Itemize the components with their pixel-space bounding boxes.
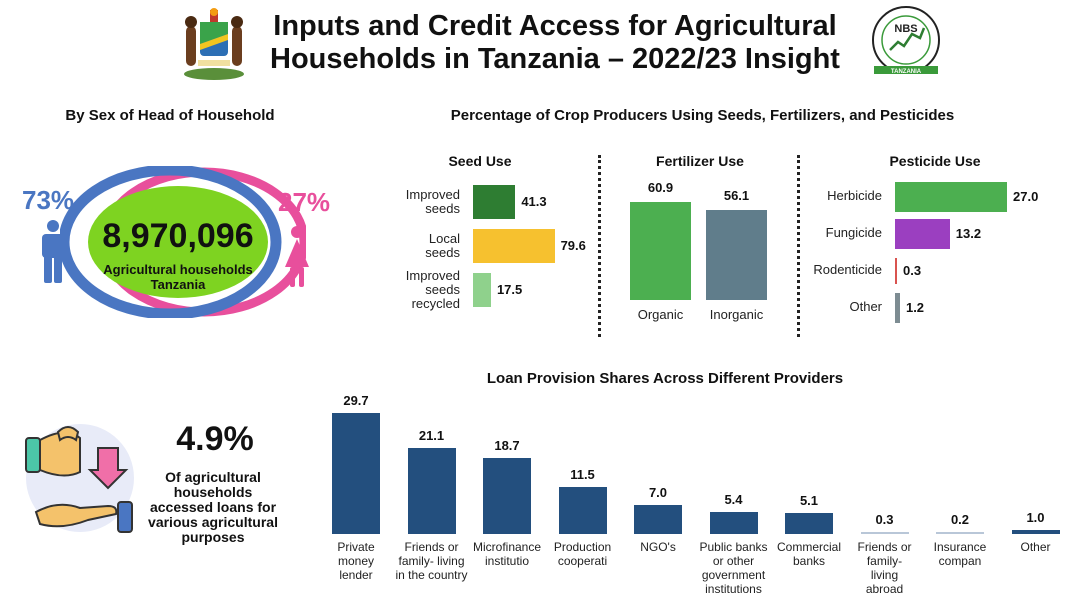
pesticide-value-label: 13.2 xyxy=(955,226,982,241)
fertilizer-use-title: Fertilizer Use xyxy=(656,153,744,169)
fertilizer-value-label: 60.9 xyxy=(647,180,674,196)
page-title: Inputs and Credit Access for Agricultura… xyxy=(240,10,870,76)
loan-value-label: 5.4 xyxy=(724,492,743,507)
male-icon xyxy=(42,220,64,283)
seed-category-label: Improved seeds recycled xyxy=(405,268,460,311)
fertilizer-value-label: 56.1 xyxy=(723,187,750,203)
loan-bar xyxy=(634,505,682,534)
seed-value-label: 79.6 xyxy=(560,238,586,253)
seed-category-label: Local seeds xyxy=(425,231,460,260)
loan-bar xyxy=(332,413,380,534)
seed-value-label: 17.5 xyxy=(496,282,523,297)
fertilizer-category-label: Organic xyxy=(637,307,684,322)
loan-category-label: Friends or family-living abroad xyxy=(857,540,912,596)
loan-value-label: 1.0 xyxy=(1026,509,1045,525)
pesticide-value-label: 1.2 xyxy=(905,300,925,315)
loan-category-label: Other xyxy=(1020,540,1051,554)
households-center xyxy=(88,186,268,298)
loan-bar xyxy=(709,512,758,534)
loan-bar xyxy=(407,448,456,534)
loan-access-text: Of agricultural households accessed loan… xyxy=(138,470,288,545)
loan-value-label: 7.0 xyxy=(648,485,668,501)
loan-category-label: Private money lender xyxy=(337,540,375,582)
fertilizer-category-label: Inorganic xyxy=(709,307,764,322)
loan-text-line-4: various agricultural xyxy=(148,514,278,530)
loan-value-label: 29.7 xyxy=(343,393,369,408)
pesticide-bar xyxy=(895,293,900,323)
female-icon xyxy=(285,226,309,287)
loan-text-line-3: accessed loans for xyxy=(149,499,277,515)
pesticide-category-label: Other xyxy=(849,299,882,314)
household-ellipse-graphic xyxy=(60,166,306,318)
loan-category-label: Insurance compan xyxy=(933,540,987,568)
loan-category-label: Microfinance institutio xyxy=(472,540,542,568)
loan-text-line-1: Of agricultural xyxy=(165,469,261,485)
pesticide-use-chart: Herbicide 27.0 Fungicide 13.2 Rodenticide 0.3… xyxy=(800,175,1070,335)
seed-bar xyxy=(473,185,516,219)
pesticide-value-label: 0.3 xyxy=(903,263,922,278)
seed-category-label: Improved seeds xyxy=(405,187,460,216)
fertilizer-bar xyxy=(706,209,767,300)
household-total: 8,970,096 xyxy=(102,217,254,255)
svg-text:TANZANIA: TANZANIA xyxy=(891,69,922,75)
tanzania-coat-of-arms-logo xyxy=(184,8,244,80)
svg-text:NBS: NBS xyxy=(894,23,917,35)
nbs-logo: NBS TANZANIA xyxy=(872,6,940,75)
male-head-pct: 73% xyxy=(22,185,75,215)
loan-value-label: 5.1 xyxy=(799,493,819,509)
loan-value-label: 18.7 xyxy=(494,437,520,453)
fertilizer-bar xyxy=(630,202,691,300)
loan-text-line-5: purposes xyxy=(181,529,245,545)
fertilizer-use-chart: 60.9 Organic 56.1 Inorganic xyxy=(610,170,790,330)
title-line-1: Inputs and Credit Access for Agricultura… xyxy=(273,10,837,42)
loan-access-pct: 4.9% xyxy=(176,420,254,458)
seed-bar xyxy=(473,273,491,307)
loan-chart-title: Loan Provision Shares Across Different P… xyxy=(486,370,844,387)
household-section-title: By Sex of Head of Household xyxy=(65,107,275,124)
household-label-line-2: Tanzania xyxy=(150,277,206,292)
household-label-line-1: Agricultural households xyxy=(103,262,253,277)
loan-bar xyxy=(860,532,909,534)
pesticide-bar xyxy=(895,182,1007,212)
loan-bar xyxy=(483,457,531,534)
pesticide-value-label: 27.0 xyxy=(1013,189,1039,204)
loan-category-label: Public banks or other government institutio… xyxy=(699,540,768,596)
pesticide-category-label: Fungicide xyxy=(825,225,882,240)
seed-use-title: Seed Use xyxy=(448,153,512,169)
pesticide-bar xyxy=(895,258,897,284)
female-head-pct: 27% xyxy=(278,187,331,217)
loan-text-line-2: households xyxy=(173,484,253,500)
seed-use-chart: Improved seeds 41.3 Local seeds 79.6 Improved s… xyxy=(390,180,600,330)
title-line-2: Households in Tanzania – 2022/23 Insight xyxy=(270,43,840,75)
pesticide-use-title: Pesticide Use xyxy=(889,153,981,169)
divider-1 xyxy=(598,155,601,337)
seed-value-label: 41.3 xyxy=(521,194,547,209)
pesticide-bar xyxy=(895,219,950,249)
loan-value-label: 0.2 xyxy=(950,512,970,527)
loan-provider-chart: 29.7 Private money lender 21.1 Friends or fami… xyxy=(320,388,1070,603)
loan-value-label: 21.1 xyxy=(418,428,445,444)
loan-category-label: Production cooperati xyxy=(553,540,612,568)
loan-category-label: NGO's xyxy=(640,540,676,554)
loan-category-label: Commercial banks xyxy=(776,540,841,568)
crop-inputs-section-title: Percentage of Crop Producers Using Seeds… xyxy=(450,107,955,124)
loan-value-label: 0.3 xyxy=(875,512,894,527)
loan-value-label: 11.5 xyxy=(570,467,595,483)
loan-bar xyxy=(558,487,607,534)
household-label: Agricultural households Tanzania xyxy=(88,262,268,292)
pesticide-category-label: Herbicide xyxy=(827,188,882,203)
loan-bar xyxy=(1011,529,1060,534)
loan-bar xyxy=(785,513,833,534)
loan-hand-icon xyxy=(25,424,134,533)
loan-bar xyxy=(936,532,984,534)
seed-bar xyxy=(473,229,555,263)
loan-category-label: Friends or family- living in the country xyxy=(395,540,468,582)
pesticide-category-label: Rodenticide xyxy=(813,262,882,277)
divider-2 xyxy=(797,155,800,337)
